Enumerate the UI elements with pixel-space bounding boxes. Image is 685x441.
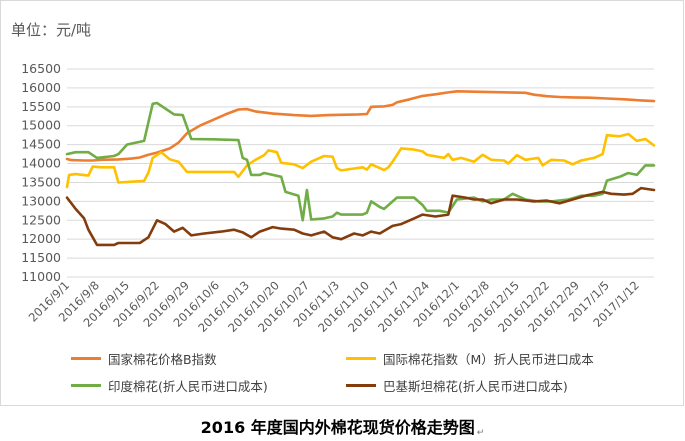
series-line-1 (65, 132, 656, 189)
legend-item-national-b-index: 国家棉花价格B指数 (71, 349, 217, 368)
series-line-0 (65, 90, 656, 162)
y-tick-label: 14500 (21, 137, 61, 152)
y-tick-label: 15000 (21, 118, 61, 133)
figure-caption: 2016 年度国内外棉花现货价格走势图 ↵ (0, 414, 685, 438)
y-tick-label: 14000 (21, 156, 61, 171)
legend-swatch (346, 357, 376, 360)
paragraph-mark-icon: ↵ (476, 428, 485, 438)
y-tick-label: 15500 (21, 99, 61, 114)
legend-label: 国家棉花价格B指数 (108, 352, 217, 367)
legend-label: 国际棉花指数（M）折人民币进口成本 (383, 352, 594, 367)
series-line-3 (65, 186, 656, 247)
chart-frame: 单位：元/吨 11000 11500 12000 12500 13000 13500 140… (0, 0, 684, 406)
y-tick-label: 13000 (21, 193, 61, 208)
line-chart: 11000 11500 12000 12500 13000 13500 14000 14500… (21, 61, 656, 335)
y-tick-label: 16500 (21, 61, 61, 76)
legend-label: 印度棉花(折人民币进口成本) (108, 379, 268, 394)
legend-item-india-cotton: 印度棉花(折人民币进口成本) (71, 376, 268, 395)
y-tick-label: 12000 (21, 231, 61, 246)
caption-text: 2016 年度国内外棉花现货价格走势图 (200, 418, 475, 437)
legend-item-pakistan-cotton: 巴基斯坦棉花(折人民币进口成本) (346, 376, 568, 395)
y-tick-label: 11500 (21, 250, 61, 265)
legend-item-international-m-index: 国际棉花指数（M）折人民币进口成本 (346, 349, 594, 368)
legend-label: 巴基斯坦棉花(折人民币进口成本) (383, 379, 568, 394)
y-tick-label: 12500 (21, 212, 61, 227)
legend-swatch (346, 384, 376, 387)
y-tick-label: 13500 (21, 174, 61, 189)
legend-swatch (71, 384, 101, 387)
y-axis-unit-label: 单位：元/吨 (11, 21, 92, 39)
y-tick-label: 16000 (21, 80, 61, 95)
legend-swatch (71, 357, 101, 360)
y-tick-label: 11000 (21, 269, 61, 284)
